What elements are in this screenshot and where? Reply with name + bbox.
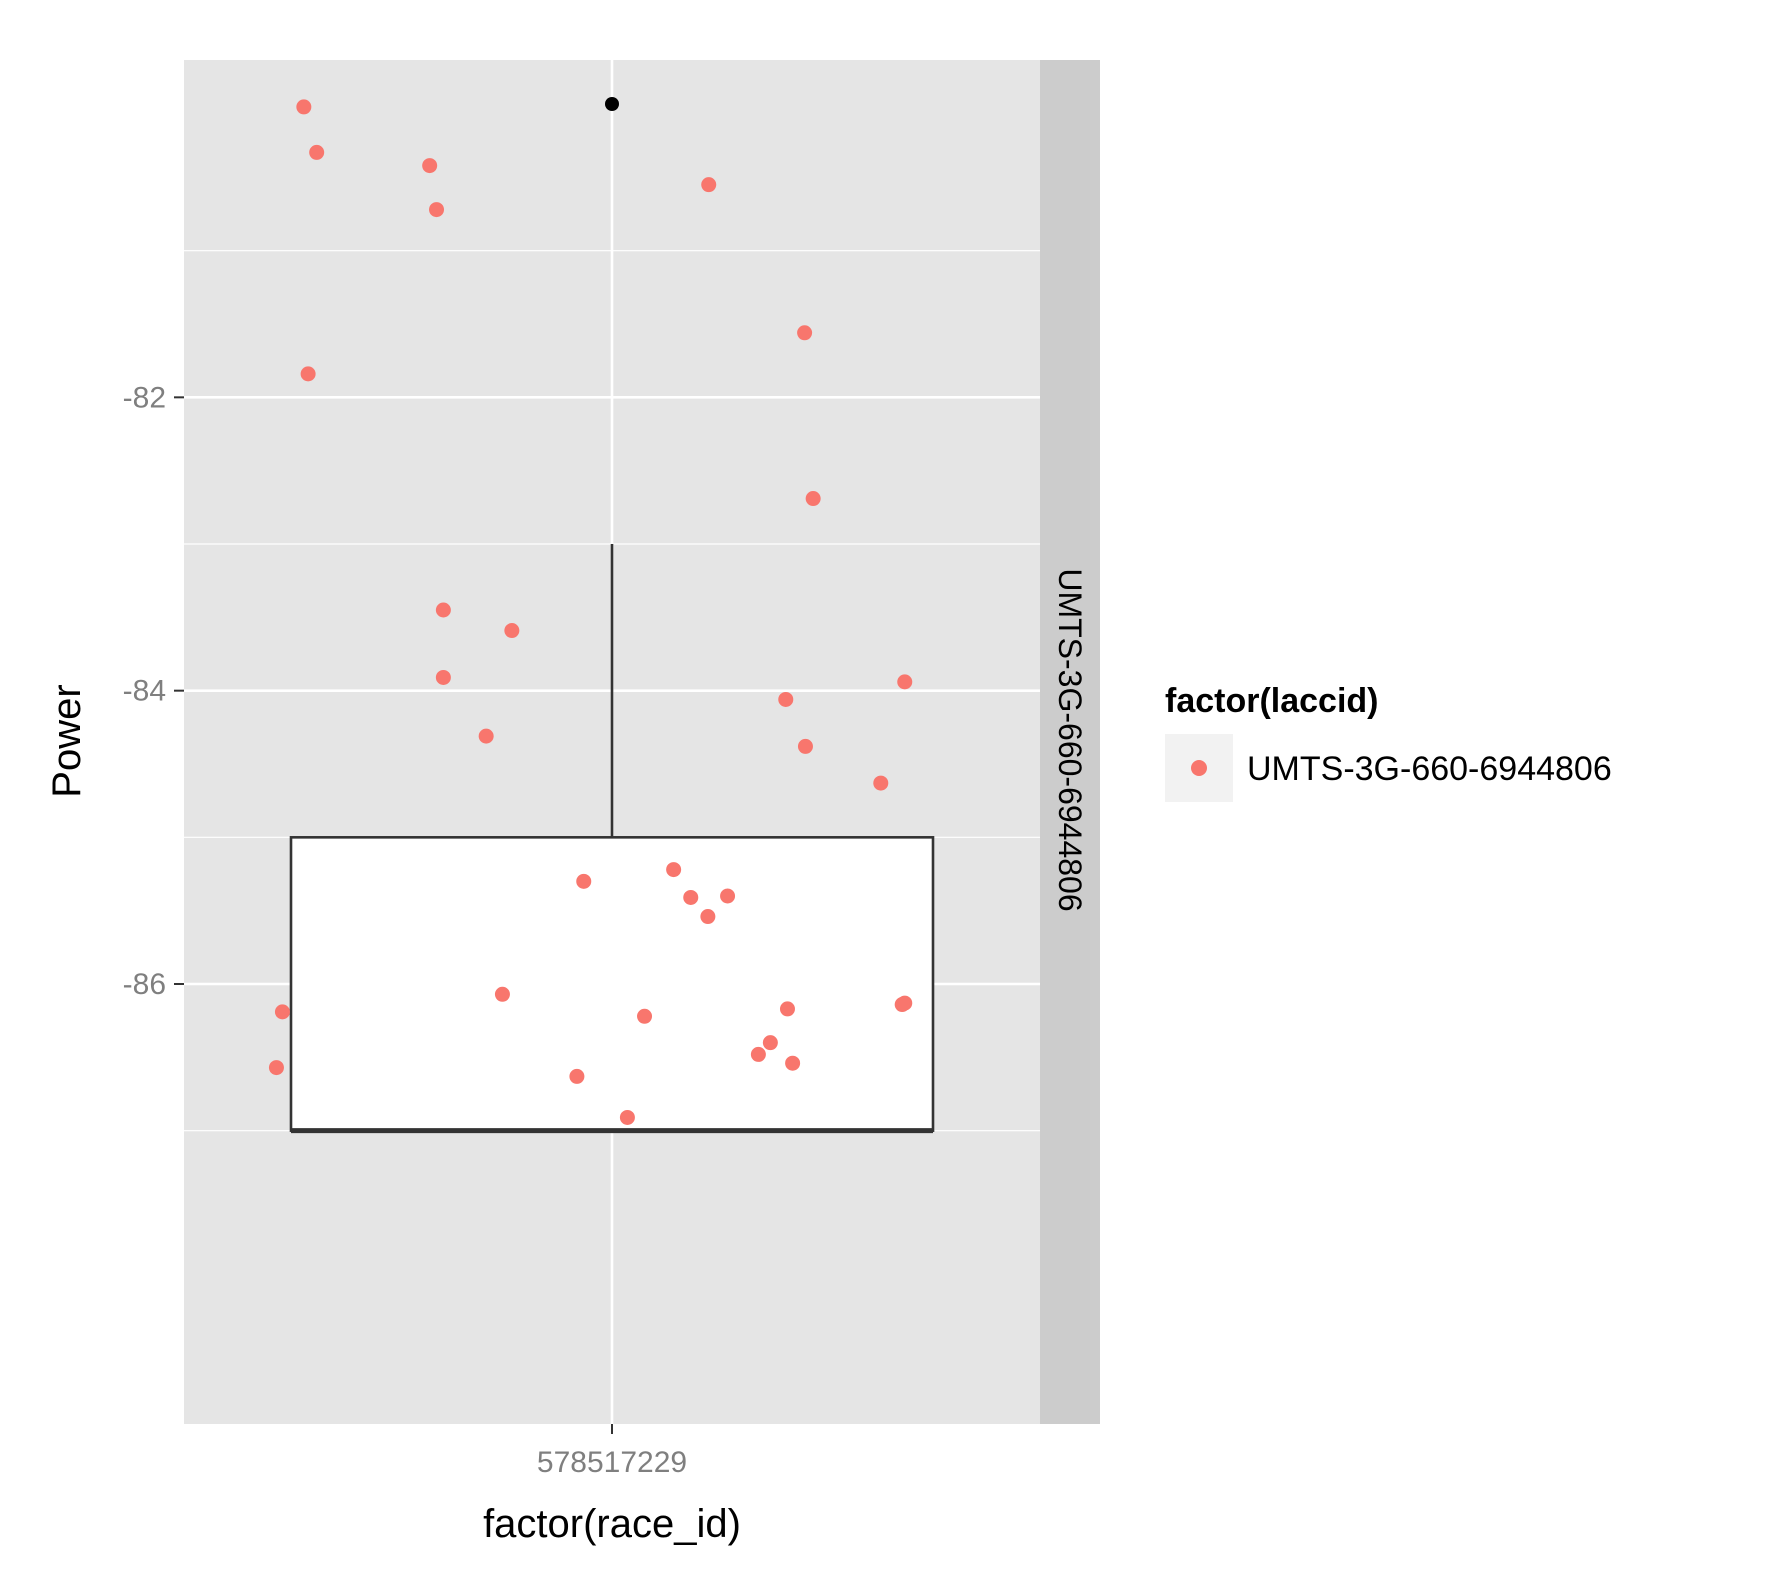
data-point (785, 1055, 801, 1071)
data-point (435, 669, 451, 685)
y-tick-label: -84 (123, 675, 166, 708)
boxplot-box (289, 836, 935, 1132)
x-axis: 578517229 (537, 1424, 687, 1479)
data-point (683, 889, 699, 905)
facet-strip-label: UMTS-3G-660-6944806 (1052, 568, 1088, 911)
data-point (569, 1068, 585, 1084)
data-point (873, 775, 889, 791)
data-point (894, 997, 910, 1013)
data-point (797, 738, 813, 754)
data-point (779, 1001, 795, 1017)
boxplot-outlier (605, 97, 619, 111)
data-point (274, 1004, 290, 1020)
data-point (429, 202, 445, 218)
data-point (504, 623, 520, 639)
facet-strip-background (1040, 60, 1100, 1424)
legend-key-point (1191, 760, 1207, 776)
facet-strip: UMTS-3G-660-6944806 (1040, 60, 1100, 1424)
data-point (576, 873, 592, 889)
data-point (897, 674, 913, 690)
plot-panel (184, 60, 1040, 1424)
data-point (797, 325, 813, 341)
data-point (478, 728, 494, 744)
x-tick-label: 578517229 (537, 1446, 687, 1479)
data-point (422, 158, 438, 174)
data-point (778, 691, 794, 707)
data-point (750, 1046, 766, 1062)
data-point (300, 366, 316, 382)
data-point (435, 602, 451, 618)
data-point (637, 1008, 653, 1024)
data-point (762, 1035, 778, 1051)
data-point (701, 177, 717, 193)
data-point (296, 99, 312, 115)
data-point (666, 862, 682, 878)
legend-label: UMTS-3G-660-6944806 (1247, 750, 1612, 788)
data-point (805, 491, 821, 507)
y-axis: -82 -84 -86 (123, 381, 184, 1001)
y-tick-label: -86 (123, 968, 166, 1001)
data-point (268, 1060, 284, 1076)
legend: factor(laccid) UMTS-3G-660-6944806 (1165, 682, 1612, 802)
data-point (309, 144, 325, 160)
data-point (720, 888, 736, 904)
data-point (619, 1109, 635, 1125)
y-tick-label: -82 (123, 381, 166, 414)
x-axis-title: factor(race_id) (483, 1502, 741, 1546)
y-axis-title: Power (45, 684, 89, 797)
legend-title: factor(laccid) (1165, 682, 1379, 720)
data-point (700, 909, 716, 925)
data-point (494, 986, 510, 1002)
